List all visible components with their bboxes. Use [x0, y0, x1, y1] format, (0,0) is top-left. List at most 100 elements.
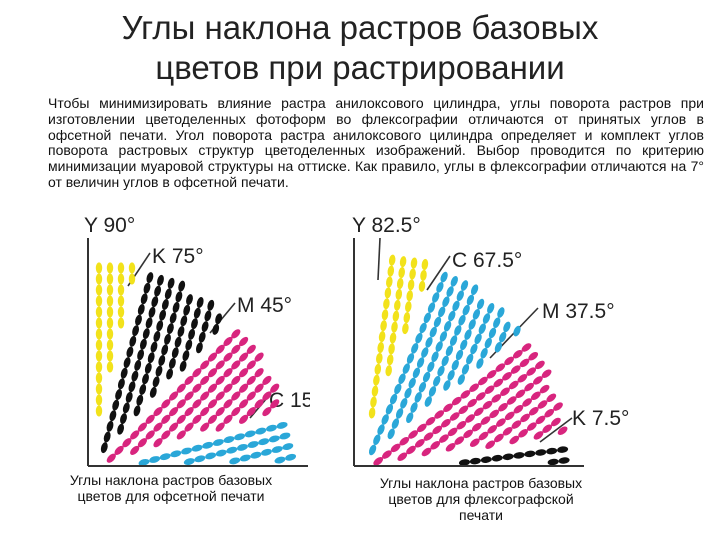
offset-black-dot: [115, 389, 123, 400]
offset-black-dot: [109, 410, 117, 422]
offset-black-dot: [204, 310, 212, 322]
offset-cyan-dot: [258, 438, 270, 446]
offset-black-dot: [188, 328, 196, 340]
offset-yellow-dot: [106, 339, 114, 351]
offset-black-dot: [100, 442, 108, 454]
flexo-cyan-dot: [449, 335, 458, 346]
offset-magenta-dot: [184, 407, 194, 417]
flexo-magenta-dot: [537, 400, 548, 409]
flexo-screen-angles-diagram: Y 82.5° C 67.5° M 37.5° K 7.5°: [352, 214, 629, 467]
offset-magenta-dot: [161, 399, 171, 409]
offset-magenta-dot: [207, 368, 218, 378]
offset-cyan-dot: [239, 454, 251, 462]
flexo-yellow-dot: [403, 312, 411, 324]
offset-cyan-dot: [205, 452, 217, 460]
flexo-magenta-dot: [557, 426, 568, 435]
body-paragraph: Чтобы минимизировать влияние растра анил…: [48, 95, 704, 190]
offset-black-dot: [178, 280, 186, 292]
flexo-cyan-dot: [423, 312, 431, 324]
offset-cyan-dot: [244, 430, 256, 438]
offset-black-dot: [164, 333, 171, 345]
flexo-magenta-dot: [471, 422, 482, 432]
offset-black-dot: [117, 423, 125, 435]
offset-yellow-dot: [95, 317, 103, 329]
flexo-cyan-dot: [460, 280, 469, 291]
offset-magenta-dot: [184, 422, 194, 432]
flexo-magenta-dot: [382, 450, 392, 459]
flexo-cyan-dot: [427, 361, 435, 373]
offset-magenta-dot: [215, 391, 225, 401]
flexo-cyan-dot: [414, 391, 422, 403]
flexo-cyan-dot: [441, 355, 449, 367]
offset-cyan-dot: [194, 455, 206, 463]
flexo-cyan-dot: [497, 307, 505, 318]
flexo-magenta-dot: [519, 358, 530, 368]
offset-black-dot: [151, 296, 159, 308]
offset-cyan-dot: [282, 443, 294, 451]
offset-magenta-dot: [192, 414, 202, 424]
flexo-cyan-dot: [478, 323, 486, 335]
flexo-magenta-dot: [517, 374, 528, 383]
offset-cyan-dot: [271, 446, 283, 453]
offset-black-dot: [123, 357, 131, 369]
offset-magenta-dot: [130, 430, 140, 440]
offset-magenta-dot: [176, 430, 186, 440]
offset-yellow-dot: [106, 273, 114, 285]
flexo-magenta-dot: [397, 452, 408, 461]
flexo-magenta-dot: [465, 414, 475, 423]
flexo-magenta-dot: [406, 445, 416, 455]
offset-magenta-dot: [246, 391, 256, 401]
offset-magenta-dot: [169, 407, 179, 417]
offset-yellow-dot: [95, 284, 103, 296]
flexo-magenta-dot: [524, 382, 534, 392]
offset-magenta-dot: [246, 360, 256, 370]
flexo-yellow-dot: [377, 341, 384, 354]
flexo-cyan-dot: [408, 377, 416, 389]
flexo-dot-layer: [368, 254, 570, 466]
flexo-magenta-dot: [421, 447, 432, 457]
offset-magenta-dot: [270, 383, 280, 393]
offset-magenta-dot: [239, 399, 249, 409]
offset-magenta-dot: [200, 375, 210, 385]
flexo-yellow-dot: [387, 265, 395, 277]
flexo-cyan-dot: [494, 341, 503, 353]
offset-magenta-dot: [239, 368, 249, 378]
offset-magenta-dot: [200, 407, 210, 417]
flexo-magenta-dot: [467, 398, 477, 408]
flexo-magenta-dot: [528, 406, 539, 416]
flexo-magenta-dot: [512, 349, 523, 359]
offset-yellow-dot: [106, 328, 114, 340]
flexo-cyan-dot: [452, 300, 460, 312]
flexo-cyan-dot: [395, 408, 404, 419]
flexo-cyan-dot: [418, 381, 427, 393]
offset-magenta-dot: [207, 414, 218, 424]
offset-black-dot: [172, 301, 180, 313]
offset-magenta-dot: [176, 414, 186, 424]
flexo-caption-line-1: Углы наклона растров базовых: [379, 475, 583, 491]
flexo-magenta-dot: [518, 429, 528, 438]
offset-cyan-dot: [261, 448, 272, 456]
flexo-magenta-dot: [528, 351, 539, 361]
offset-black-dot: [161, 299, 169, 310]
offset-magenta-dot: [231, 375, 241, 385]
flexo-yellow-dot: [398, 267, 405, 279]
offset-black-dot: [191, 318, 198, 330]
flexo-magenta-dot: [445, 443, 456, 452]
flexo-cyan-dot: [398, 373, 406, 385]
flexo-yellow-dot: [370, 396, 377, 408]
flexo-caption-line-3: печати: [459, 507, 503, 523]
offset-black-dot: [156, 320, 164, 332]
offset-black-dot: [166, 368, 174, 380]
flexo-cyan-dot: [448, 310, 456, 322]
offset-magenta-dot: [223, 399, 233, 409]
offset-yellow-dot: [106, 262, 114, 274]
flexo-magenta-dot: [551, 417, 561, 427]
flexo-magenta-dot: [487, 425, 498, 434]
flexo-magenta-dot: [541, 369, 552, 378]
flexo-magenta-dot: [553, 402, 563, 411]
flexo-cyan-dot: [458, 314, 466, 326]
offset-magenta-dot: [192, 368, 202, 378]
offset-cyan-dot: [279, 432, 291, 440]
flexo-magenta-dot: [544, 408, 555, 418]
flexo-yellow-dot: [371, 385, 379, 397]
